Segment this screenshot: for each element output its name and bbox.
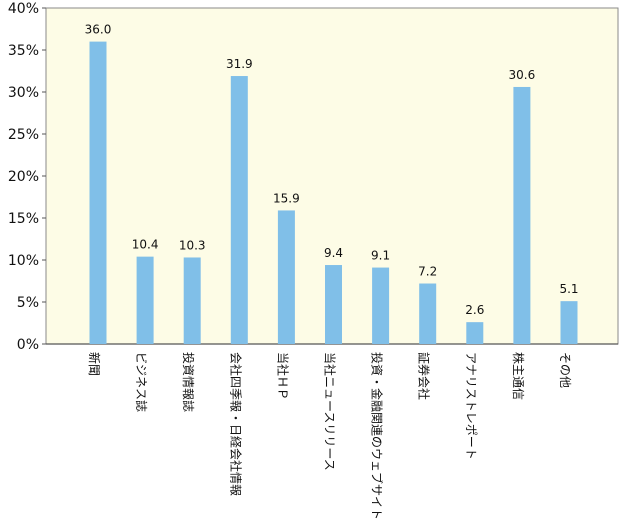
bar-value-label: 10.3: [179, 238, 206, 252]
y-tick-label: 25%: [8, 127, 39, 143]
bar: [183, 257, 201, 344]
bar-value-label: 15.9: [273, 191, 300, 205]
y-tick-label: 15%: [8, 211, 39, 227]
category-label: ビジネス誌: [134, 352, 149, 412]
y-tick-label: 20%: [8, 169, 39, 185]
bar-value-label: 30.6: [509, 68, 536, 82]
category-label: 当社ＨＰ: [275, 352, 290, 400]
category-label: 株主通信: [511, 352, 526, 400]
y-tick-label: 0%: [17, 337, 39, 353]
bar: [513, 86, 531, 345]
y-tick-label: 40%: [8, 1, 39, 17]
bar: [230, 76, 248, 344]
bar: [372, 267, 390, 344]
category-label: その他: [558, 352, 572, 388]
category-label: 投資情報誌: [181, 352, 196, 412]
bar-value-label: 2.6: [465, 303, 484, 317]
bar-value-label: 7.2: [418, 265, 437, 279]
category-label: 証券会社: [417, 352, 432, 400]
category-label: アナリストレポート: [464, 352, 478, 460]
bar-value-label: 9.1: [371, 249, 390, 263]
y-tick-label: 5%: [17, 295, 39, 311]
bar-value-label: 5.1: [559, 282, 578, 296]
bar: [466, 322, 484, 344]
category-label: 会社四季報・日経会社情報: [228, 352, 243, 496]
bar: [325, 265, 342, 344]
bar: [419, 283, 437, 344]
bar-value-label: 36.0: [85, 23, 112, 37]
category-label: 投資・金融関連のウェブサイト: [370, 352, 385, 520]
y-tick-label: 30%: [8, 85, 39, 101]
y-tick-label: 10%: [8, 253, 39, 269]
y-tick-label: 35%: [8, 43, 39, 59]
bar-value-label: 31.9: [226, 57, 253, 71]
category-label: 新聞: [87, 352, 102, 376]
bar: [277, 210, 295, 344]
bar: [136, 256, 154, 344]
bar-value-label: 9.4: [324, 246, 343, 260]
category-label: 当社ニュースリリース: [323, 352, 338, 471]
bar-value-label: 10.4: [132, 238, 159, 252]
bar: [89, 41, 107, 344]
bar: [560, 301, 578, 344]
